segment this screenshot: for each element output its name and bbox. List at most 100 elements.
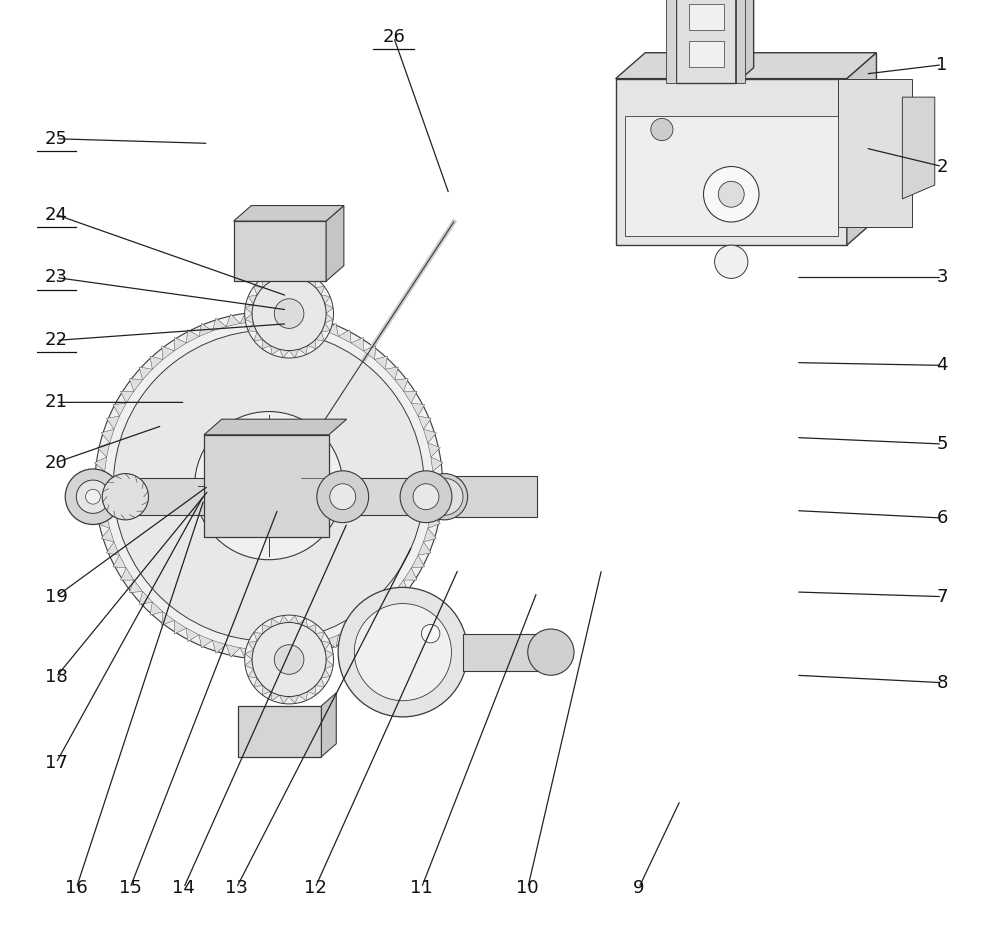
Polygon shape <box>308 339 316 349</box>
Polygon shape <box>676 0 736 83</box>
Text: 21: 21 <box>45 393 67 412</box>
Polygon shape <box>271 273 280 281</box>
Polygon shape <box>101 429 114 443</box>
Polygon shape <box>375 356 387 369</box>
Polygon shape <box>433 471 444 486</box>
Circle shape <box>256 473 282 499</box>
Text: 12: 12 <box>304 879 326 897</box>
Polygon shape <box>311 640 325 653</box>
Polygon shape <box>234 221 326 281</box>
Polygon shape <box>186 329 199 343</box>
Circle shape <box>426 478 463 515</box>
Polygon shape <box>299 346 308 354</box>
Bar <box>689 4 724 30</box>
Text: 16: 16 <box>65 879 88 897</box>
Polygon shape <box>311 318 325 331</box>
Polygon shape <box>139 367 152 380</box>
Polygon shape <box>847 53 876 245</box>
Polygon shape <box>254 310 269 322</box>
Bar <box>301 478 435 515</box>
Circle shape <box>704 166 759 222</box>
Circle shape <box>338 587 468 717</box>
Polygon shape <box>411 555 425 568</box>
Polygon shape <box>289 696 299 704</box>
Text: 3: 3 <box>936 268 948 287</box>
Polygon shape <box>838 79 912 227</box>
Bar <box>625 116 838 236</box>
Polygon shape <box>262 339 271 349</box>
Polygon shape <box>418 416 431 429</box>
Polygon shape <box>297 645 311 657</box>
Polygon shape <box>245 314 253 323</box>
Polygon shape <box>299 273 308 281</box>
Circle shape <box>718 181 744 207</box>
Polygon shape <box>736 0 754 83</box>
Polygon shape <box>271 619 280 627</box>
Polygon shape <box>283 312 297 324</box>
Polygon shape <box>321 641 330 650</box>
Polygon shape <box>113 403 126 416</box>
Polygon shape <box>121 568 134 580</box>
Bar <box>74 478 236 515</box>
Polygon shape <box>666 0 676 83</box>
Text: 13: 13 <box>225 879 248 897</box>
Polygon shape <box>129 378 143 391</box>
Polygon shape <box>321 693 336 757</box>
Polygon shape <box>238 706 321 757</box>
Polygon shape <box>97 443 110 457</box>
Polygon shape <box>321 669 330 678</box>
Polygon shape <box>395 580 408 593</box>
Polygon shape <box>433 486 444 500</box>
Text: 15: 15 <box>119 879 141 897</box>
Polygon shape <box>315 332 324 340</box>
Polygon shape <box>280 350 289 358</box>
Polygon shape <box>101 528 114 542</box>
Polygon shape <box>308 685 316 695</box>
Polygon shape <box>338 329 351 343</box>
Polygon shape <box>283 648 297 660</box>
Polygon shape <box>204 419 347 435</box>
Polygon shape <box>95 500 107 514</box>
Polygon shape <box>262 624 271 634</box>
Text: 6: 6 <box>936 509 948 527</box>
Text: 8: 8 <box>936 673 948 692</box>
Polygon shape <box>289 615 299 623</box>
Polygon shape <box>271 346 280 354</box>
Text: 2: 2 <box>936 157 948 176</box>
Text: 18: 18 <box>45 668 67 686</box>
Polygon shape <box>428 443 440 457</box>
Text: 23: 23 <box>44 268 67 287</box>
Circle shape <box>252 277 326 351</box>
Polygon shape <box>616 79 847 245</box>
Text: 24: 24 <box>44 205 67 224</box>
Polygon shape <box>162 346 174 360</box>
Text: 22: 22 <box>44 331 67 350</box>
Circle shape <box>239 456 298 515</box>
Polygon shape <box>280 696 289 704</box>
Bar <box>440 476 537 517</box>
Text: 19: 19 <box>45 587 67 606</box>
Circle shape <box>195 412 343 560</box>
Circle shape <box>421 624 440 643</box>
Polygon shape <box>375 602 387 615</box>
Bar <box>463 634 546 671</box>
Polygon shape <box>248 323 257 332</box>
Polygon shape <box>431 457 443 471</box>
Circle shape <box>245 615 334 704</box>
Circle shape <box>354 603 451 701</box>
Polygon shape <box>121 391 134 403</box>
Polygon shape <box>139 591 152 604</box>
Polygon shape <box>404 568 417 580</box>
Polygon shape <box>616 53 876 79</box>
Polygon shape <box>150 602 163 615</box>
Circle shape <box>651 118 673 141</box>
Polygon shape <box>129 580 143 593</box>
Polygon shape <box>269 649 283 661</box>
Circle shape <box>102 474 148 520</box>
Text: 10: 10 <box>516 879 539 897</box>
Text: 25: 25 <box>44 130 67 148</box>
Polygon shape <box>234 205 344 221</box>
Polygon shape <box>204 435 329 536</box>
Polygon shape <box>254 633 263 641</box>
Polygon shape <box>297 314 311 327</box>
